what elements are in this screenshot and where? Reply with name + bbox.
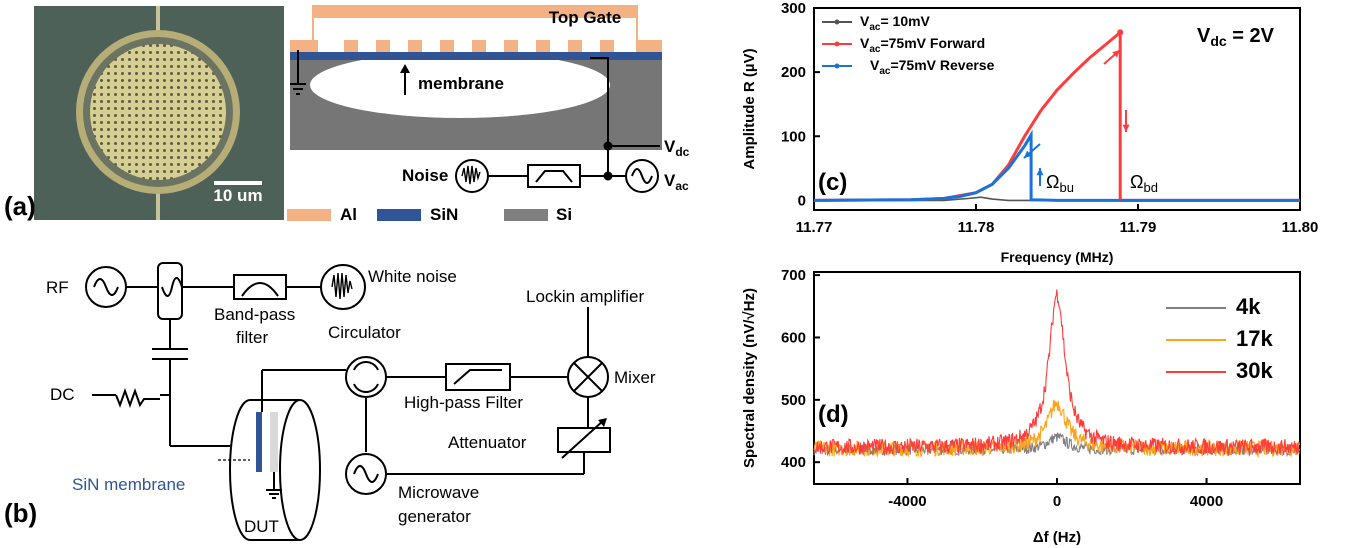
dc-label: DC bbox=[50, 385, 75, 404]
band-pass-label-1: Band-pass bbox=[214, 305, 295, 324]
panel-c-label: (c) bbox=[818, 169, 847, 196]
chart-d: 400 500 600 700 -4000 0 4000 Δf (Hz) Spectral de… bbox=[741, 267, 1301, 546]
xtick-label-d: -4000 bbox=[888, 493, 926, 510]
panel-a: 10 um (a) Top Gate membrane bbox=[4, 5, 690, 224]
noise-label: Noise bbox=[402, 166, 448, 185]
legend-label-d: 17k bbox=[1236, 326, 1273, 351]
vdc-sub: dc bbox=[675, 145, 689, 159]
legend-si: Si bbox=[556, 205, 572, 224]
vac-sub: ac bbox=[675, 179, 689, 193]
ytick-label-c: 300 bbox=[781, 0, 806, 17]
series-d-30k bbox=[813, 289, 1301, 457]
vac-label: V bbox=[664, 171, 676, 190]
svg-text:Vac: Vac bbox=[664, 171, 689, 193]
jump-up-arrow-head bbox=[1036, 168, 1044, 176]
ytick-label-d: 500 bbox=[781, 392, 806, 409]
microwave-label-1: Microwave bbox=[398, 483, 479, 502]
xtick-label-d: 0 bbox=[1053, 493, 1061, 510]
material-legend: Al SiN Si bbox=[287, 205, 572, 224]
band-pass-label-2: filter bbox=[236, 328, 268, 347]
legend-entry-c: Vac= 10mV bbox=[860, 13, 931, 33]
ytick-label-c: 100 bbox=[781, 128, 806, 145]
panel-d-label: (d) bbox=[818, 401, 849, 428]
xtick-label-c: 11.77 bbox=[796, 219, 833, 236]
dut-label: DUT bbox=[244, 517, 279, 536]
legend-label-d: 30k bbox=[1236, 358, 1273, 383]
bias-circuit: Noise Vdc Vac bbox=[402, 57, 690, 193]
legend-marker-c bbox=[834, 19, 840, 25]
xtick-label-c: 11.80 bbox=[1282, 219, 1319, 236]
rf-label: RF bbox=[46, 278, 69, 297]
legend-sin: SiN bbox=[430, 205, 458, 224]
membrane-label: membrane bbox=[418, 74, 504, 93]
panel-b-label: (b) bbox=[4, 498, 37, 528]
jump-down-arrow-head bbox=[1122, 124, 1130, 132]
ytick-label-d: 600 bbox=[781, 329, 806, 346]
membrane-hole-array bbox=[90, 44, 226, 180]
scale-bar-label: 10 um bbox=[213, 186, 262, 205]
panel-a-label: (a) bbox=[4, 191, 36, 221]
omega-bu-label: Ωbu bbox=[1046, 172, 1074, 195]
legend-al: Al bbox=[340, 205, 357, 224]
legend-entry-c: Vac=75mV Forward bbox=[860, 35, 985, 55]
series-c-2 bbox=[813, 129, 1300, 202]
ytick-label-d: 700 bbox=[781, 267, 806, 284]
peak-marker bbox=[1117, 29, 1124, 36]
chart-c: 0 100 200 300 11.77 11.78 11.79 11.80 Frequency … bbox=[741, 0, 1318, 265]
legend-marker-c bbox=[834, 41, 840, 47]
white-noise-label: White noise bbox=[368, 267, 457, 286]
top-gate-label: Top Gate bbox=[549, 8, 621, 27]
xlabel-c: Frequency (MHz) bbox=[1001, 249, 1114, 265]
legend-label-d: 4k bbox=[1236, 294, 1261, 319]
lockin-label: Lockin amplifier bbox=[526, 287, 644, 306]
ytick-label-c: 0 bbox=[798, 192, 806, 209]
omega-bd-label: Ωbd bbox=[1130, 172, 1158, 195]
device-cross-section: Top Gate membrane bbox=[290, 5, 662, 150]
xtick-label-d: 4000 bbox=[1190, 493, 1223, 510]
high-pass-filter-icon bbox=[445, 363, 511, 391]
attenuator-label: Attenuator bbox=[448, 433, 527, 452]
microwave-label-2: generator bbox=[398, 507, 471, 526]
ytick-label-c: 200 bbox=[781, 64, 806, 81]
xtick-label-c: 11.79 bbox=[1120, 219, 1157, 236]
plot-frame-c bbox=[813, 7, 1301, 211]
circulator-label: Circulator bbox=[328, 323, 401, 342]
mixer-label: Mixer bbox=[614, 368, 656, 387]
ylabel-d: Spectral density (nV/√Hz) bbox=[741, 288, 758, 468]
high-pass-label: High-pass Filter bbox=[404, 393, 523, 412]
legend-marker-c bbox=[834, 63, 840, 69]
panel-b-labels: RF White noise Band-pass filter Lockin a… bbox=[4, 267, 656, 536]
vdc-label: V bbox=[664, 137, 676, 156]
panel-b bbox=[85, 262, 611, 541]
legend-entry-c: Vac=75mV Reverse bbox=[870, 57, 995, 77]
noise-source-icon bbox=[455, 159, 489, 193]
attenuator-icon bbox=[557, 427, 611, 453]
svg-text:Vdc: Vdc bbox=[664, 137, 690, 159]
vdc-annotation: Vdc = 2V bbox=[1197, 25, 1275, 49]
reverse-sweep-arrow-head bbox=[1024, 150, 1032, 158]
forward-sweep-arrow-head bbox=[1112, 50, 1120, 58]
ylabel-c: Amplitude R (µV) bbox=[741, 48, 758, 169]
xlabel-d: Δf (Hz) bbox=[1033, 529, 1081, 546]
ytick-label-d: 400 bbox=[781, 454, 806, 471]
xtick-label-c: 11.78 bbox=[958, 219, 995, 236]
sin-membrane-label: SiN membrane bbox=[72, 475, 185, 494]
